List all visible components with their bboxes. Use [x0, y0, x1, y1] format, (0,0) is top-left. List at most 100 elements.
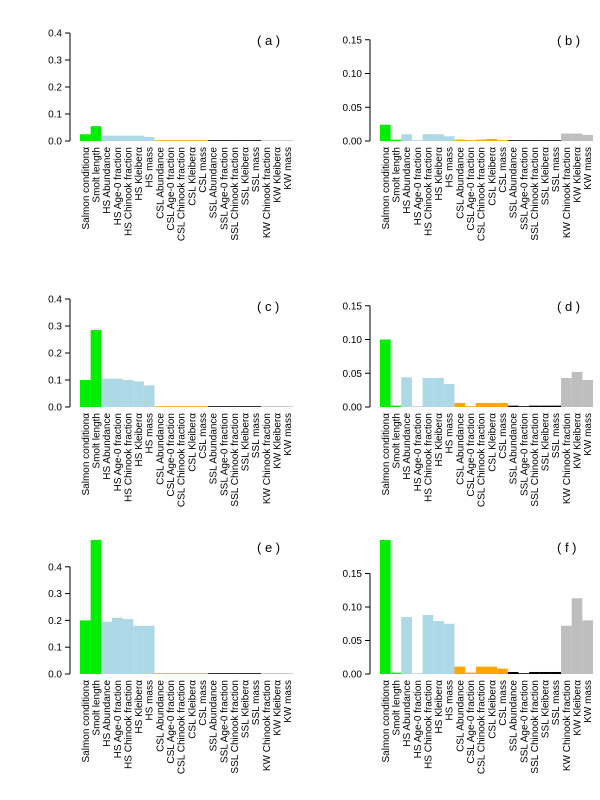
x-tick-label: SSL mass — [251, 413, 262, 458]
bar — [90, 330, 102, 407]
bar — [465, 672, 476, 674]
x-tick-label: SSL mass — [551, 147, 562, 192]
bar — [465, 140, 476, 141]
x-tick-label: KW mass — [283, 680, 294, 723]
x-tick-label: SSL Kleiberα — [541, 680, 552, 738]
bar — [122, 380, 134, 407]
x-tick-label: HS Age-0 fraction — [113, 680, 124, 758]
x-tick-label: SSL Kleiberα — [541, 147, 552, 205]
x-tick-label: HS Chinook fraction — [123, 147, 134, 236]
bar — [250, 140, 262, 141]
x-tick-label: SSL mass — [251, 680, 262, 725]
bar — [390, 672, 402, 674]
bar — [422, 615, 434, 674]
bar — [571, 371, 583, 407]
bar — [422, 134, 434, 141]
bar — [122, 135, 134, 141]
x-tick-label: SSL Chinook fraction — [230, 413, 241, 507]
x-tick-label: CSL Chinook fraction — [477, 147, 488, 241]
bar — [401, 377, 412, 407]
y-tick-label: 0.3 — [48, 322, 62, 333]
x-tick-label: HS mass — [445, 680, 456, 721]
bar — [282, 406, 293, 407]
x-tick-label: HS mass — [445, 147, 456, 188]
bar — [518, 673, 530, 674]
x-tick-label: CSL Kleiberα — [487, 147, 498, 206]
x-tick-label: SSL Age-0 fraction — [519, 413, 530, 496]
x-tick-label: Salmon conditionα — [81, 680, 92, 763]
bar — [433, 621, 444, 674]
bar — [529, 671, 540, 674]
bar — [143, 385, 155, 407]
bar — [165, 140, 176, 141]
x-tick-label: CSL Kleiberα — [187, 680, 198, 739]
x-tick-label: HS mass — [145, 413, 156, 454]
bar — [133, 135, 144, 141]
x-tick-label: SSL Age-0 fraction — [519, 147, 530, 230]
x-tick-label: KW Chinook fraction — [262, 680, 273, 771]
bar — [80, 134, 91, 141]
bar — [111, 135, 123, 141]
bar — [582, 620, 593, 674]
x-tick-label: KW Kleiberα — [573, 413, 584, 469]
x-tick-label: CSL Chinook fraction — [177, 413, 188, 507]
bar — [582, 380, 593, 407]
bar — [443, 623, 455, 674]
panel-label: ( e ) — [257, 540, 280, 555]
x-tick-label: HS Abundance — [402, 413, 413, 480]
x-tick-label: CSL mass — [498, 147, 509, 193]
bar — [497, 668, 508, 674]
bar — [282, 140, 293, 141]
x-tick-label: HS Kleiberα — [434, 147, 445, 201]
panel-label: ( c ) — [257, 299, 279, 314]
x-tick-label: KW mass — [283, 413, 294, 456]
bar — [250, 406, 262, 407]
bar — [186, 673, 198, 674]
bar — [261, 140, 272, 141]
y-tick-label: 0.05 — [343, 103, 363, 114]
x-tick-label: SSL Chinook fraction — [530, 680, 541, 774]
bar — [380, 124, 391, 141]
y-tick-label: 0.05 — [343, 636, 363, 647]
bar — [465, 406, 476, 407]
bar — [175, 140, 187, 141]
bar — [186, 406, 198, 407]
bar — [390, 405, 402, 407]
y-tick-label: 0.2 — [48, 349, 62, 360]
bar — [561, 625, 572, 674]
bar — [507, 140, 519, 141]
y-tick-label: 0.15 — [343, 35, 363, 46]
y-tick-label: 0.1 — [48, 643, 62, 654]
x-tick-label: KW Kleiberα — [273, 147, 284, 203]
bar — [239, 673, 251, 674]
x-tick-label: SSL Kleiberα — [241, 680, 252, 738]
bar — [271, 673, 283, 674]
bar — [454, 402, 466, 407]
x-tick-label: Salmon conditionα — [81, 413, 92, 496]
bar — [380, 339, 391, 407]
x-tick-label: SSL Kleiberα — [541, 413, 552, 471]
bar — [507, 405, 519, 407]
bar — [422, 377, 434, 407]
bar — [282, 673, 293, 674]
bar — [571, 598, 583, 674]
bar — [550, 140, 562, 141]
chart-panel: 0.00 0.05 0.10 0.15 Salmon conditionα Smolt l… — [343, 540, 594, 774]
bar — [380, 540, 391, 674]
x-tick-label: KW Chinook fraction — [562, 413, 573, 504]
chart-panel: 0.0 0.1 0.2 0.3 0.4 Salmon conditionα Smolt le… — [48, 29, 294, 242]
x-tick-label: SSL Chinook fraction — [530, 147, 541, 241]
panel-label: ( a ) — [257, 33, 280, 48]
bar — [218, 140, 230, 141]
bar — [486, 666, 498, 674]
bar — [454, 139, 466, 141]
bar — [529, 405, 540, 407]
y-tick-label: 0.4 — [48, 295, 62, 306]
x-tick-label: HS Age-0 fraction — [413, 147, 424, 225]
x-tick-label: CSL Kleiberα — [187, 147, 198, 206]
bar — [561, 133, 572, 141]
bar — [143, 625, 155, 674]
x-tick-label: CSL Chinook fraction — [177, 680, 188, 774]
bar — [207, 406, 219, 407]
x-tick-label: CSL Abundance — [155, 147, 166, 219]
